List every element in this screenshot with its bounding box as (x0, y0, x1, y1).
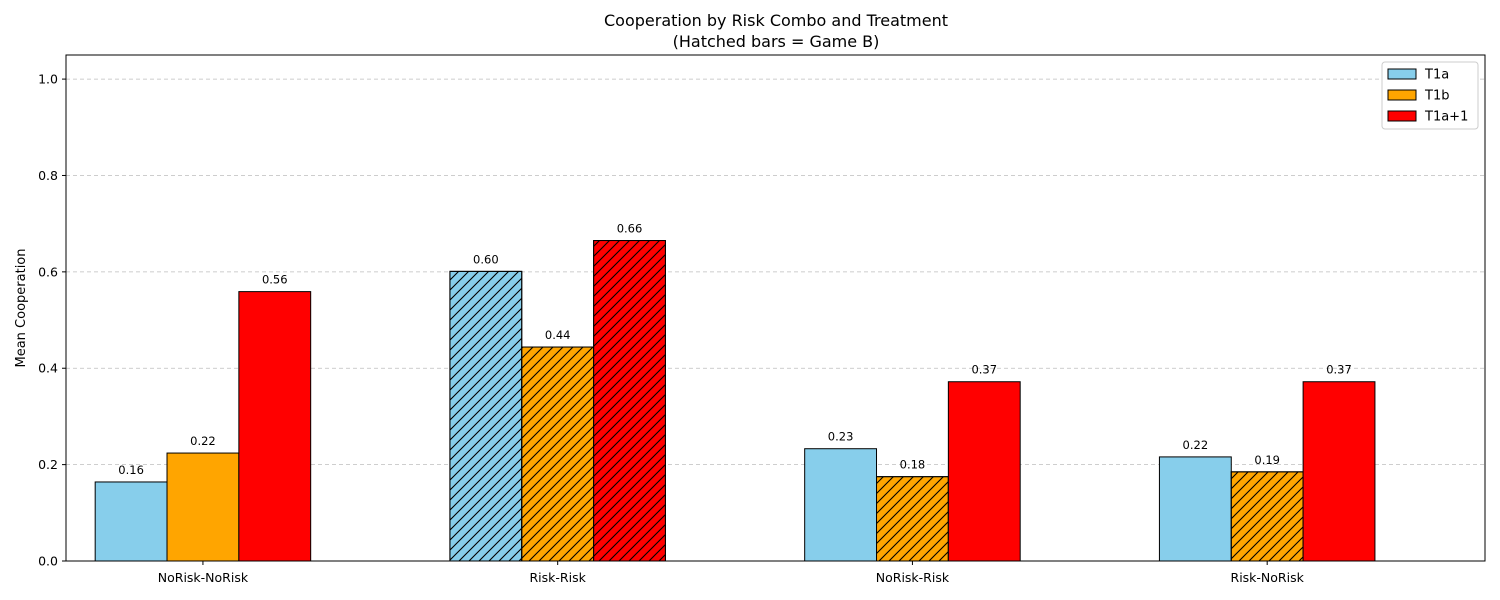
x-tick-label: Risk-Risk (530, 570, 587, 585)
legend-swatch (1387, 110, 1417, 122)
y-tick-label: 0.0 (38, 554, 58, 569)
bar-hatch (449, 270, 523, 562)
bar-hatch (521, 346, 595, 562)
bar-value-label: 0.16 (118, 463, 144, 477)
bars (94, 240, 1376, 562)
bar-value-label: 0.18 (900, 458, 926, 472)
bar (238, 291, 312, 562)
x-axis: NoRisk-NoRisk Risk-Risk NoRisk-Risk Risk-No… (158, 561, 1305, 585)
y-tick-label: 1.0 (38, 72, 58, 87)
grid-lines (66, 78, 1485, 466)
chart-title: Cooperation by Risk Combo and Treatment (604, 11, 948, 30)
bar-value-label: 0.23 (828, 430, 854, 444)
bar-value-label: 0.60 (473, 252, 499, 266)
y-axis-label: Mean Cooperation (14, 249, 29, 368)
bar-value-label: 0.66 (617, 222, 643, 236)
x-tick-label: NoRisk-Risk (876, 570, 950, 585)
bar-value-label: 0.37 (971, 363, 997, 377)
bar-hatch (593, 240, 666, 562)
y-axis: 0.0 0.2 0.4 0.6 0.8 1.0 (38, 72, 66, 569)
chart-subtitle: (Hatched bars = Game B) (673, 32, 880, 51)
bar-value-label: 0.19 (1254, 453, 1280, 467)
legend-entry: T1a+1 (1424, 110, 1468, 125)
legend-entry: T1b (1424, 89, 1449, 104)
bar (1158, 456, 1232, 562)
legend-swatch (1387, 68, 1417, 80)
bar (947, 381, 1021, 562)
x-tick-label: NoRisk-NoRisk (158, 570, 249, 585)
plot-frame (65, 54, 1486, 562)
bar-hatch (1230, 471, 1304, 562)
y-tick-label: 0.2 (38, 457, 58, 472)
bar-hatch (876, 476, 949, 562)
bar-value-label: 0.37 (1326, 363, 1352, 377)
y-tick-label: 0.4 (38, 361, 58, 376)
bar-value-label: 0.22 (1183, 438, 1209, 452)
bar (166, 452, 240, 562)
bar-value-label: 0.44 (545, 328, 571, 342)
y-tick-label: 0.8 (38, 168, 58, 183)
bar (804, 448, 878, 562)
y-tick-label: 0.6 (38, 264, 58, 279)
legend-swatch (1387, 89, 1417, 101)
bar-value-label: 0.56 (262, 273, 288, 287)
legend-entry: T1a (1424, 68, 1449, 83)
bar-value-label: 0.22 (190, 434, 216, 448)
legend: T1a T1b T1a+1 (1381, 61, 1479, 130)
bar (1302, 381, 1376, 562)
x-tick-label: Risk-NoRisk (1231, 570, 1305, 585)
value-labels: 0.16 0.22 0.56 0.60 0.44 0.66 0.23 0.18 0.37 0.22… (118, 222, 1352, 477)
bar (94, 481, 168, 562)
